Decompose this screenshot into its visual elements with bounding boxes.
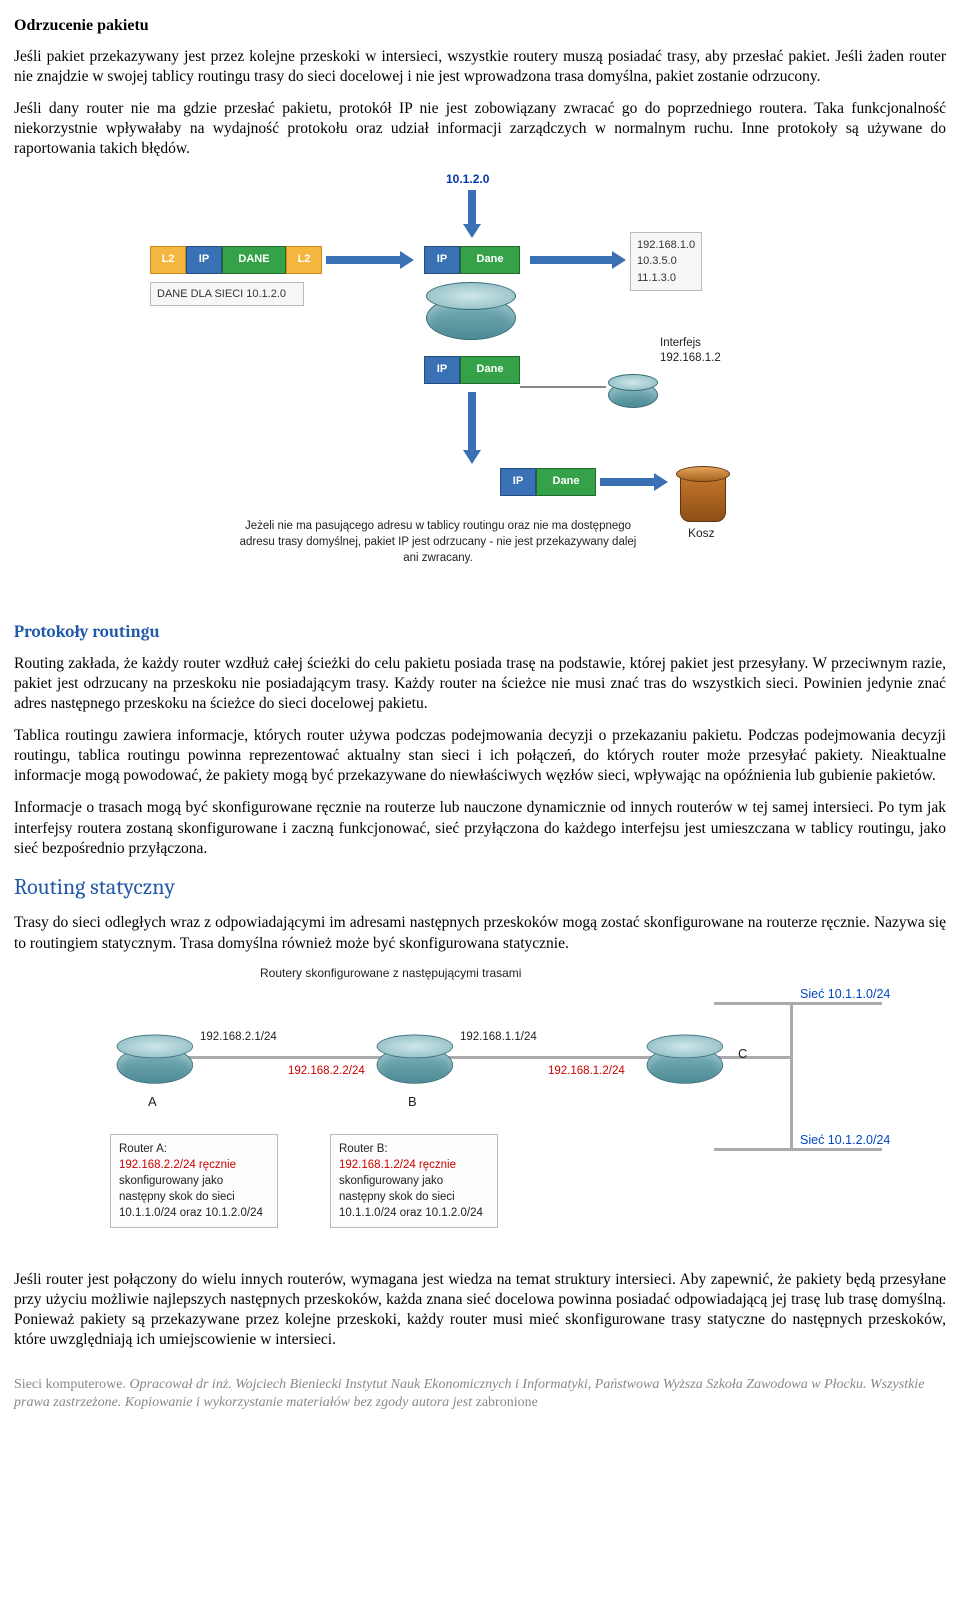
config-box-a: Router A: 192.168.2.2/24 ręcznie skonfig… bbox=[110, 1134, 278, 1228]
seg-dane-m: Dane bbox=[460, 246, 520, 274]
packet-left: L2 IP DANE L2 bbox=[150, 246, 322, 274]
para-2: Jeśli dany router nie ma gdzie przesłać … bbox=[14, 99, 946, 159]
seg-ip-m: IP bbox=[424, 246, 460, 274]
rt-line2: 10.3.5.0 bbox=[637, 253, 695, 270]
boxA-title: Router A: bbox=[119, 1141, 269, 1157]
seg-ip: IP bbox=[186, 246, 222, 274]
footer: Sieci komputerowe. Opracował dr inż. Woj… bbox=[14, 1376, 946, 1412]
boxA-rest: skonfigurowany jako następny skok do sie… bbox=[119, 1173, 269, 1221]
diagram-packet-drop: 10.1.2.0 L2 IP DANE L2 DANE DLA SIECI 10… bbox=[120, 172, 840, 612]
heading-protocols: Protokoły routingu bbox=[14, 622, 946, 644]
arrow-right-1 bbox=[326, 256, 402, 264]
para-4: Tablica routingu zawiera informacje, któ… bbox=[14, 726, 946, 786]
packet-mid: IP Dane bbox=[424, 246, 520, 274]
label-c: C bbox=[738, 1046, 747, 1063]
para-1: Jeśli pakiet przekazywany jest przez kol… bbox=[14, 47, 946, 87]
interface-label: Interfejs 192.168.1.2 bbox=[660, 336, 721, 367]
diagram-static-routing: Routery skonfigurowane z następującymi t… bbox=[50, 966, 910, 1256]
net1-label: Sieć 10.1.1.0/24 bbox=[800, 986, 890, 1002]
seg-l2b: L2 bbox=[286, 246, 322, 274]
routing-table-box: 192.168.1.0 10.3.5.0 11.1.3.0 bbox=[630, 232, 702, 292]
footer-lead: Sieci komputerowe. bbox=[14, 1377, 129, 1392]
arrow-head-r1 bbox=[400, 251, 414, 269]
link-net2 bbox=[714, 1148, 882, 1151]
iface-b-left: 192.168.2.2/24 bbox=[288, 1064, 365, 1079]
label-b: B bbox=[408, 1094, 417, 1111]
para-6: Trasy do sieci odległych wraz z odpowiad… bbox=[14, 913, 946, 953]
box-left-label: DANE DLA SIECI 10.1.2.0 bbox=[150, 282, 304, 306]
rt-line3: 11.1.3.0 bbox=[637, 270, 695, 287]
router-small-icon bbox=[608, 374, 656, 408]
top-ip-label: 10.1.2.0 bbox=[446, 172, 489, 188]
iface-b-right: 192.168.1.1/24 bbox=[460, 1030, 537, 1045]
heading-reject: Odrzucenie pakietu bbox=[14, 16, 946, 37]
link-net1 bbox=[714, 1002, 882, 1005]
arrow-down-2 bbox=[468, 392, 476, 452]
link-line bbox=[520, 386, 606, 388]
seg-l2: L2 bbox=[150, 246, 186, 274]
seg-dane-d: Dane bbox=[536, 468, 596, 496]
diagram1-caption: Jeżeli nie ma pasującego adresu w tablic… bbox=[238, 518, 638, 566]
boxB-ip: 192.168.1.2/24 ręcznie bbox=[339, 1159, 456, 1171]
net2-label: Sieć 10.1.2.0/24 bbox=[800, 1132, 890, 1148]
arrow-head-r2 bbox=[612, 251, 626, 269]
heading-static: Routing statyczny bbox=[14, 873, 946, 902]
seg-dane-b: Dane bbox=[460, 356, 520, 384]
arrow-head-r3 bbox=[654, 473, 668, 491]
boxB-title: Router B: bbox=[339, 1141, 489, 1157]
boxB-rest: skonfigurowany jako następny skok do sie… bbox=[339, 1173, 489, 1221]
packet-back: IP Dane bbox=[424, 356, 520, 384]
seg-ip-d: IP bbox=[500, 468, 536, 496]
boxA-ip: 192.168.2.2/24 ręcznie bbox=[119, 1159, 236, 1171]
rt-line1: 192.168.1.0 bbox=[637, 237, 695, 254]
router-a-icon bbox=[117, 1034, 192, 1085]
iface-c-left: 192.168.1.2/24 bbox=[548, 1064, 625, 1079]
router-b-icon bbox=[377, 1034, 452, 1085]
link-c-h bbox=[710, 1056, 792, 1059]
packet-drop: IP Dane bbox=[500, 468, 596, 496]
iface-a: 192.168.2.1/24 bbox=[200, 1030, 277, 1045]
router-c-icon bbox=[647, 1034, 722, 1085]
arrow-right-3 bbox=[600, 478, 656, 486]
arrow-head-d2 bbox=[463, 450, 481, 464]
trash-bin-icon bbox=[676, 460, 728, 520]
label-a: A bbox=[148, 1094, 157, 1111]
arrow-down-1 bbox=[468, 190, 476, 226]
config-box-b: Router B: 192.168.1.2/24 ręcznie skonfig… bbox=[330, 1134, 498, 1228]
footer-body: Opracował dr inż. Wojciech Bieniecki Ins… bbox=[14, 1377, 924, 1410]
seg-dane: DANE bbox=[222, 246, 286, 274]
para-3: Routing zakłada, że każdy router wzdłuż … bbox=[14, 654, 946, 714]
link-c-vert bbox=[790, 1002, 793, 1150]
arrow-head-1 bbox=[463, 224, 481, 238]
arrow-right-2 bbox=[530, 256, 614, 264]
bin-label: Kosz bbox=[688, 526, 715, 542]
para-7: Jeśli router jest połączony do wielu inn… bbox=[14, 1270, 946, 1351]
router-main-icon bbox=[426, 282, 514, 342]
footer-tail: zabronione bbox=[476, 1395, 538, 1410]
seg-ip-b: IP bbox=[424, 356, 460, 384]
para-5: Informacje o trasach mogą być skonfiguro… bbox=[14, 798, 946, 858]
d2-title: Routery skonfigurowane z następującymi t… bbox=[260, 966, 521, 982]
